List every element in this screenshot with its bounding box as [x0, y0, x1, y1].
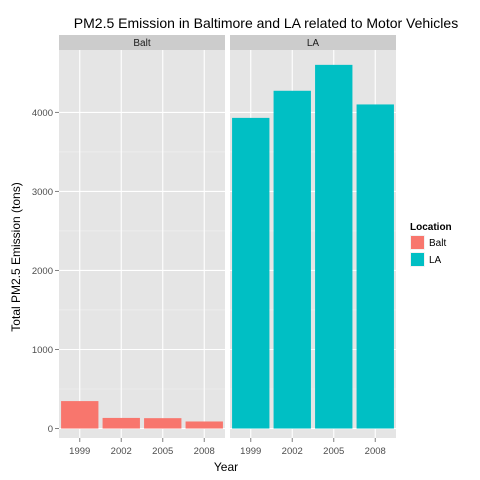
- legend-swatch: [411, 236, 424, 249]
- x-tick-label: 2005: [152, 446, 173, 457]
- legend-label: Balt: [429, 238, 446, 249]
- x-tick-label: 2002: [111, 446, 132, 457]
- facet-strip-label: LA: [307, 38, 320, 49]
- legend-swatch: [411, 253, 424, 266]
- facet-panel-la: LA: [230, 35, 396, 438]
- y-tick-label: 3000: [32, 187, 53, 198]
- bar-balt-2008: [185, 421, 223, 429]
- x-tick-label: 2008: [365, 446, 386, 457]
- x-tick-label: 2005: [323, 446, 344, 457]
- x-axis: 1999 2002 2005 2008 1999 2002 2005 2008: [69, 438, 386, 457]
- y-tick-label: 4000: [32, 108, 53, 119]
- bar-balt-2005: [144, 418, 182, 429]
- facet-strip: [59, 35, 225, 50]
- x-axis-title: Year: [214, 460, 238, 474]
- legend: Location Balt LA: [410, 222, 452, 267]
- bar-balt-1999: [61, 401, 99, 429]
- bar-la-2008: [356, 104, 394, 429]
- x-tick-label: 1999: [69, 446, 90, 457]
- bar-la-2002: [273, 90, 311, 429]
- legend-entry-balt: Balt: [410, 235, 446, 250]
- facet-panel-balt: Balt: [59, 35, 225, 438]
- bar-la-1999: [232, 117, 270, 429]
- facet-strip-label: Balt: [133, 38, 150, 49]
- bar-la-2005: [315, 64, 353, 429]
- chart-title: PM2.5 Emission in Baltimore and LA relat…: [74, 15, 458, 31]
- x-tick-label: 1999: [240, 446, 261, 457]
- legend-title: Location: [410, 222, 452, 233]
- bar-balt-2002: [102, 417, 140, 429]
- y-tick-label: 1000: [32, 345, 53, 356]
- y-tick-label: 2000: [32, 266, 53, 277]
- y-axis: 0 1000 2000 3000 4000: [32, 108, 59, 435]
- facet-panels: Balt LA: [59, 35, 396, 438]
- panel-background: [59, 50, 225, 438]
- legend-label: LA: [429, 255, 442, 266]
- x-tick-label: 2008: [194, 446, 215, 457]
- legend-entry-la: LA: [410, 252, 442, 267]
- y-tick-label: 0: [48, 424, 53, 435]
- y-axis-title: Total PM2.5 Emission (tons): [9, 182, 23, 331]
- x-tick-label: 2002: [282, 446, 303, 457]
- facet-strip: [230, 35, 396, 50]
